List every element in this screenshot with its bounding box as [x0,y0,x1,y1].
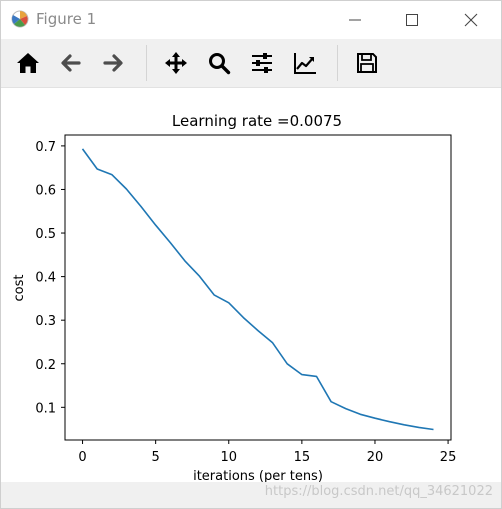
x-tick-label: 10 [220,450,237,465]
x-tick-label: 5 [152,450,160,465]
forward-arrow-icon[interactable] [97,47,129,79]
y-tick-label: 0.2 [35,358,56,373]
navigation-toolbar [1,39,501,88]
y-axis: 0.1 0.2 0.3 0.4 0.5 0.6 0.7 [35,140,65,416]
toolbar-separator [337,45,338,81]
chart-title: Learning rate =0.0075 [172,112,342,130]
y-axis-label: cost [12,275,27,302]
figure-canvas[interactable]: Learning rate =0.0075 0.1 0.2 0.3 0.4 0.5 0.6… [1,88,501,484]
y-tick-label: 0.3 [35,314,56,329]
close-icon[interactable] [460,9,482,31]
x-axis-label: iterations (per tens) [193,469,323,482]
back-arrow-icon[interactable] [55,47,87,79]
y-tick-label: 0.6 [35,183,56,198]
cost-chart: Learning rate =0.0075 0.1 0.2 0.3 0.4 0.5 0.6… [12,112,456,484]
status-bar: https://blog.csdn.net/qq_34621022 [1,482,501,508]
minimize-icon[interactable] [344,9,366,31]
sliders-icon[interactable] [246,47,278,79]
y-tick-label: 0.7 [35,140,56,155]
x-tick-label: 25 [440,450,457,465]
home-icon[interactable] [12,47,44,79]
plot-frame [64,134,452,441]
chart-line-icon[interactable] [289,47,321,79]
y-tick-label: 0.1 [35,401,56,416]
y-tick-label: 0.4 [35,271,56,286]
title-bar[interactable]: Figure 1 [1,1,501,39]
move-icon[interactable] [160,47,192,79]
x-axis: 0 5 10 15 20 25 [78,440,456,465]
maximize-icon[interactable] [401,9,423,31]
window-title: Figure 1 [36,10,97,28]
x-tick-label: 20 [367,450,384,465]
cost-series-line [81,148,434,431]
watermark-text: https://blog.csdn.net/qq_34621022 [264,484,493,499]
series-layer [81,148,434,431]
toolbar-separator [146,45,147,81]
x-tick-label: 15 [294,450,311,465]
save-icon[interactable] [351,47,383,79]
zoom-icon[interactable] [203,47,235,79]
y-tick-label: 0.5 [35,227,56,242]
x-tick-label: 0 [78,450,86,465]
matplotlib-icon [10,9,30,29]
